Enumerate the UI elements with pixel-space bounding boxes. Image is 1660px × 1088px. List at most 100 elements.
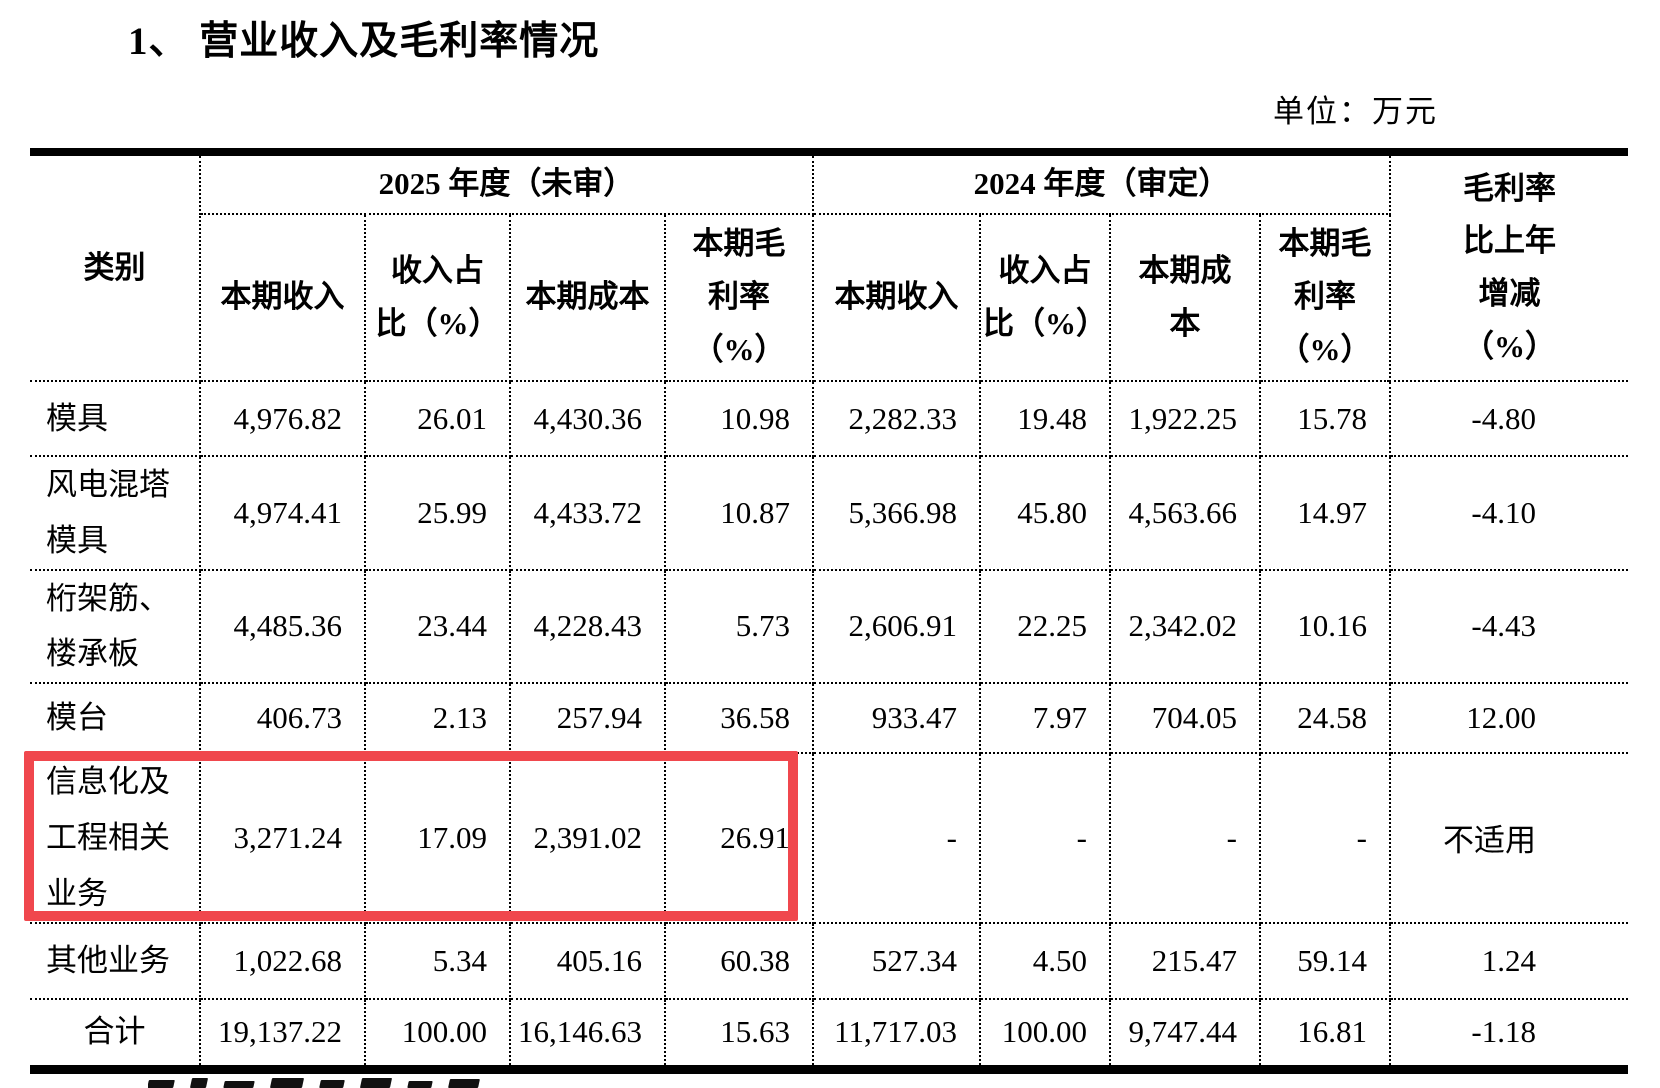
cell-value: 36.58 <box>664 682 814 755</box>
revenue-margin-table: 类别 2025 年度（未审） 2024 年度（审定） 毛利率 比上年 增减 （%… <box>30 148 1628 1075</box>
cell-value: 527.34 <box>812 921 981 1000</box>
header-share-2025: 收入占 比（%） <box>364 213 511 382</box>
cell-value: 1,022.68 <box>199 921 366 1000</box>
cell-value: 10.98 <box>664 380 814 457</box>
header-margin-change: 毛利率 比上年 增减 （%） <box>1389 151 1628 382</box>
header-group-row: 类别 2025 年度（未审） 2024 年度（审定） 毛利率 比上年 增减 （%… <box>30 151 1628 382</box>
cell-value: 22.25 <box>979 568 1111 685</box>
cell-value: 215.47 <box>1109 921 1261 1000</box>
section-title: 1、 营业收入及毛利率情况 <box>128 20 600 63</box>
cell-value: 4.50 <box>979 921 1111 1000</box>
cell-value: 24.58 <box>1259 682 1391 755</box>
cell-category-total: 合计 <box>30 997 201 1071</box>
cell-category: 模台 <box>30 682 201 755</box>
cell-value: 5,366.98 <box>812 455 981 571</box>
cell-value: 4,974.41 <box>199 455 366 571</box>
table-row-molds: 模具 4,976.82 26.01 4,430.36 10.98 2,282.3… <box>30 380 1628 457</box>
cell-value: 不适用 <box>1389 752 1628 924</box>
header-share-2024: 收入占 比（%） <box>979 213 1111 382</box>
clipped-text-fragment <box>148 1077 568 1088</box>
glyph-tip <box>319 1080 345 1088</box>
cell-value: 2,282.33 <box>812 380 981 457</box>
table-row-total: 合计 19,137.22 100.00 16,146.63 15.63 11,7… <box>30 997 1628 1071</box>
cell-value: 4,430.36 <box>509 380 666 457</box>
cell-value: 26.91 <box>664 752 814 924</box>
header-group-2025: 2025 年度（未审） <box>199 151 814 215</box>
header-income-2025: 本期收入 <box>200 213 366 382</box>
cell-value: 26.01 <box>364 380 511 457</box>
header-margin-2024: 本期毛 利率 （%） <box>1259 213 1390 382</box>
cell-value: 2,606.91 <box>812 568 981 685</box>
table-row-wind-tower-molds: 风电混塔 模具 4,974.41 25.99 4,433.72 10.87 5,… <box>30 455 1628 571</box>
cell-value: 9,747.44 <box>1109 997 1261 1071</box>
cell-value: 4,563.66 <box>1109 455 1261 571</box>
cell-value: 2.13 <box>364 682 511 755</box>
cell-value: - <box>1259 752 1391 924</box>
table-row-truss-deck: 桁架筋、 楼承板 4,485.36 23.44 4,228.43 5.73 2,… <box>30 568 1628 685</box>
cell-value: 23.44 <box>364 568 511 685</box>
cell-value: 15.63 <box>664 997 814 1071</box>
cell-value: 4,485.36 <box>199 568 366 685</box>
table-row-other-business: 其他业务 1,022.68 5.34 405.16 60.38 527.34 4… <box>30 921 1628 1000</box>
cell-category: 其他业务 <box>30 921 201 1000</box>
cell-value: - <box>812 752 981 924</box>
cell-value: 14.97 <box>1259 455 1391 571</box>
cell-value: 100.00 <box>979 997 1111 1071</box>
cell-value: 11,717.03 <box>812 997 981 1071</box>
cell-value: 4,228.43 <box>509 568 666 685</box>
cell-value: 10.16 <box>1259 568 1391 685</box>
header-margin-2025: 本期毛 利率 （%） <box>664 213 814 382</box>
cell-value: - <box>979 752 1111 924</box>
cell-value: 17.09 <box>364 752 511 924</box>
cell-value: 12.00 <box>1389 682 1628 755</box>
header-income-2024: 本期收入 <box>812 213 981 382</box>
cell-value: 405.16 <box>509 921 666 1000</box>
cell-value: 257.94 <box>509 682 666 755</box>
cell-value: 7.97 <box>979 682 1111 755</box>
glyph-tip <box>269 1078 305 1088</box>
cell-value: 59.14 <box>1259 921 1391 1000</box>
cell-value: 2,342.02 <box>1109 568 1261 685</box>
cell-value: -4.10 <box>1389 455 1628 571</box>
cell-value: 16.81 <box>1259 997 1391 1071</box>
glyph-tip <box>407 1081 433 1088</box>
cell-value: 933.47 <box>812 682 981 755</box>
cell-value: 1.24 <box>1389 921 1628 1000</box>
glyph-tip <box>359 1078 393 1088</box>
header-group-2024: 2024 年度（审定） <box>812 151 1391 215</box>
cell-value: - <box>1109 752 1261 924</box>
cell-value: 406.73 <box>199 682 366 755</box>
cell-value: 100.00 <box>364 997 511 1071</box>
cell-category: 风电混塔 模具 <box>30 455 201 571</box>
cell-value: 4,976.82 <box>199 380 366 457</box>
glyph-tip <box>223 1081 255 1088</box>
table-row-mold-table: 模台 406.73 2.13 257.94 36.58 933.47 7.97 … <box>30 682 1628 755</box>
cell-category: 桁架筋、 楼承板 <box>30 568 201 685</box>
cell-value: 2,391.02 <box>509 752 666 924</box>
header-cost-2024: 本期成 本 <box>1109 213 1261 382</box>
cell-value: 60.38 <box>664 921 814 1000</box>
glyph-tip <box>189 1078 209 1088</box>
glyph-tip <box>148 1080 175 1088</box>
cell-value: 1,922.25 <box>1109 380 1261 457</box>
cell-value: 5.73 <box>664 568 814 685</box>
header-sub-row: 本期收入 收入占 比（%） 本期成本 本期毛 利率 （%） 本期收入 收入占 比… <box>30 213 1628 382</box>
cell-value: 45.80 <box>979 455 1111 571</box>
unit-label: 单位：万元 <box>1273 94 1438 129</box>
table-row-informatization: 信息化及 工程相关 业务 3,271.24 17.09 2,391.02 26.… <box>30 752 1628 924</box>
cell-value: 16,146.63 <box>509 997 666 1071</box>
cell-value: -4.80 <box>1389 380 1628 457</box>
header-category: 类别 <box>30 151 201 382</box>
cell-value: 5.34 <box>364 921 511 1000</box>
cell-value: 3,271.24 <box>199 752 366 924</box>
glyph-tip <box>448 1079 480 1088</box>
cell-value: -1.18 <box>1389 997 1628 1071</box>
cell-value: 10.87 <box>664 455 814 571</box>
cell-value: 4,433.72 <box>509 455 666 571</box>
cell-value: 19,137.22 <box>199 997 366 1071</box>
cell-value: 19.48 <box>979 380 1111 457</box>
cell-category: 模具 <box>30 380 201 457</box>
cell-category: 信息化及 工程相关 业务 <box>30 752 201 924</box>
header-cost-2025: 本期成本 <box>509 213 666 382</box>
